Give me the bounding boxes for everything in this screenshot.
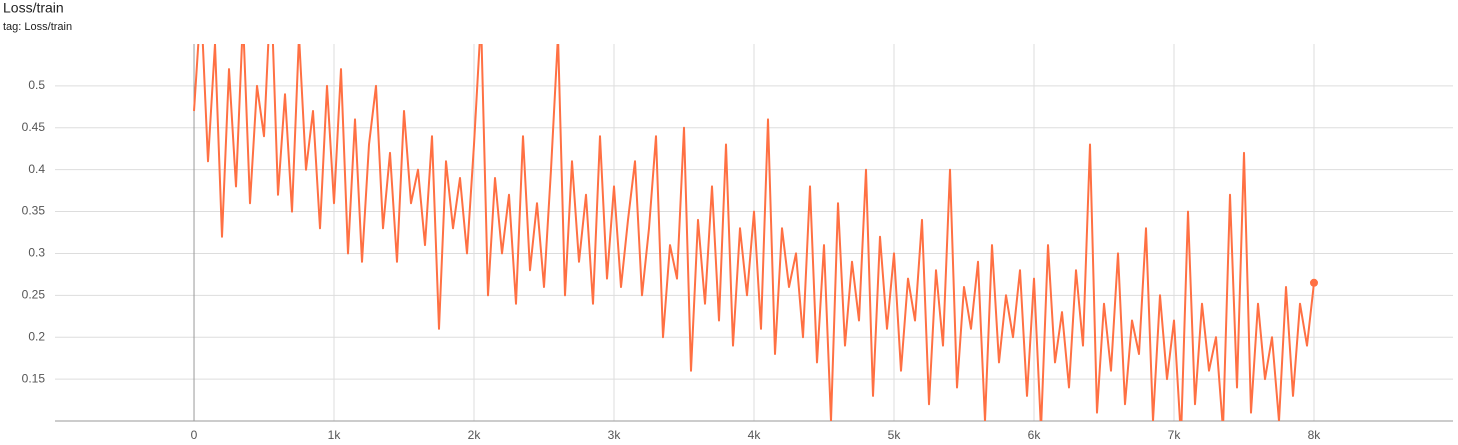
chart-subtitle: tag: Loss/train [3, 21, 72, 33]
x-tick-label: 6k [1028, 428, 1042, 442]
x-tick-label: 4k [748, 428, 762, 442]
x-tick-label: 1k [328, 428, 342, 442]
y-tick-label: 0.45 [22, 120, 46, 134]
x-tick-label: 0 [191, 428, 198, 442]
y-tick-label: 0.5 [28, 78, 45, 92]
y-tick-label: 0.25 [22, 288, 46, 302]
x-tick-label: 5k [888, 428, 902, 442]
y-tick-label: 0.3 [28, 246, 45, 260]
y-tick-label: 0.35 [22, 204, 46, 218]
x-tick-label: 3k [608, 428, 622, 442]
series-line [193, 44, 1315, 421]
y-tick-label: 0.15 [22, 371, 46, 385]
chart-title: Loss/train [3, 0, 64, 16]
plot-area [193, 44, 1318, 421]
x-tick-label: 7k [1168, 428, 1182, 442]
x-tick-label: 2k [468, 428, 482, 442]
y-tick-label: 0.2 [28, 329, 45, 343]
x-tick-label: 8k [1308, 428, 1322, 442]
last-point [1309, 278, 1318, 287]
y-tick-label: 0.4 [28, 162, 45, 176]
